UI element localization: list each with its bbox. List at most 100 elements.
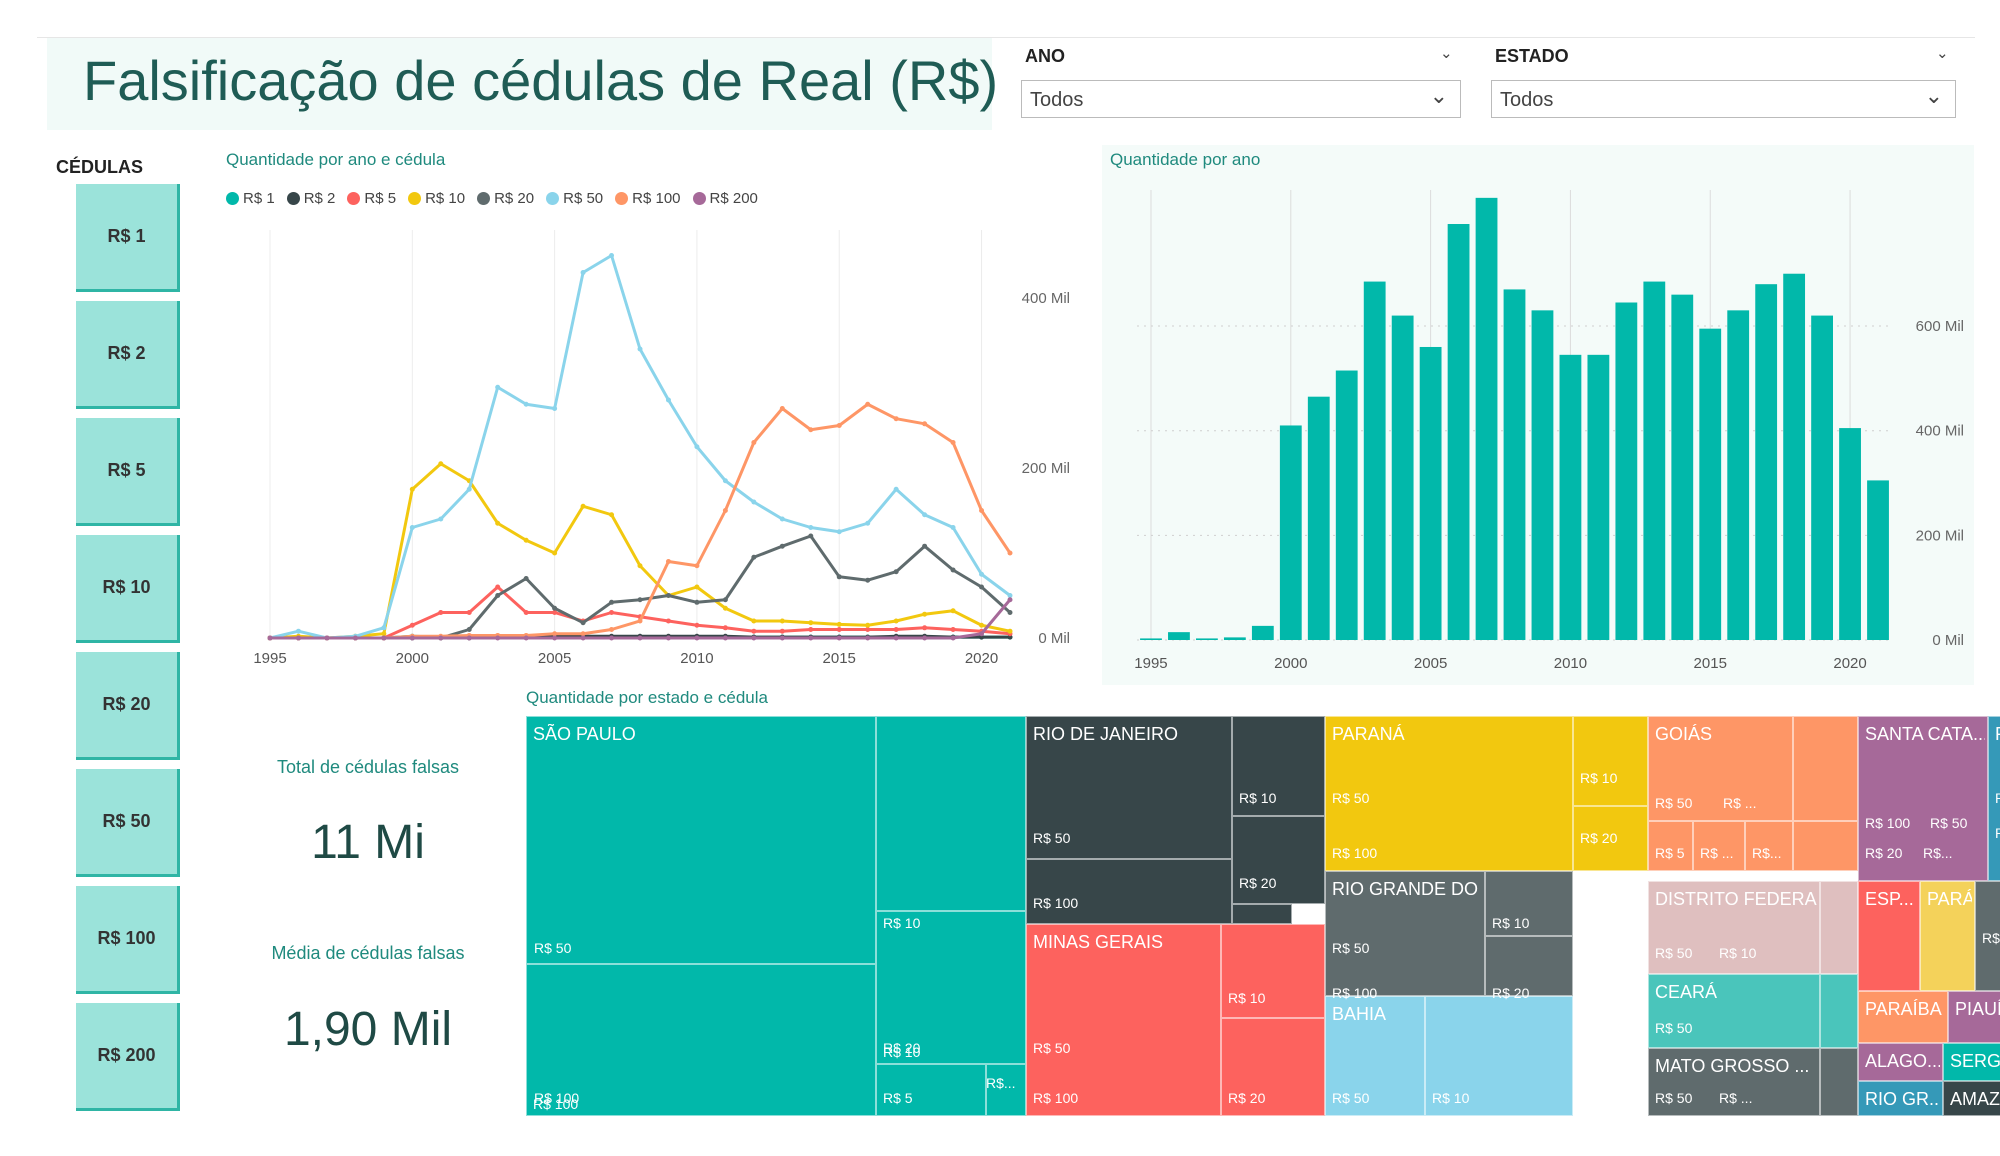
treemap-cell[interactable]: RIO DE JANEIRO (1026, 716, 1232, 859)
filter-ano-dropdown[interactable]: Todos ⌄ (1021, 80, 1461, 118)
series-point-5 (722, 478, 728, 484)
treemap-cell[interactable]: SERGI... (1943, 1043, 2000, 1081)
treemap-cell[interactable] (1221, 924, 1325, 1018)
series-point-7 (722, 635, 728, 641)
treemap-state-label: MATO GROSSO ... (1655, 1056, 1810, 1076)
cedula-button-200[interactable]: R$ 200 (76, 1003, 180, 1111)
treemap-cell[interactable]: MATO GROSSO ... (1648, 1048, 1820, 1116)
treemap-cell-label: R$ ... (1700, 845, 1734, 861)
series-point-5 (808, 525, 814, 530)
treemap-cell[interactable] (1820, 881, 1858, 974)
treemap-cell[interactable]: DISTRITO FEDERAL (1648, 881, 1820, 974)
treemap-cell[interactable] (1573, 716, 1648, 806)
treemap-cell[interactable]: AMAZ... (1943, 1081, 2000, 1116)
treemap-cell[interactable]: RIO GR... (1858, 1081, 1943, 1116)
treemap-cell[interactable] (1648, 821, 1693, 871)
series-point-2 (665, 618, 671, 624)
cedula-button-50[interactable]: R$ 50 (76, 769, 180, 877)
treemap-cell[interactable] (1573, 806, 1648, 871)
series-point-5 (523, 401, 529, 407)
treemap-cell-label: R$ 20 (1228, 1090, 1266, 1106)
treemap-cell[interactable]: ALAGO... (1858, 1043, 1943, 1081)
series-point-4 (865, 577, 871, 583)
bar-2012 (1615, 302, 1638, 640)
treemap-cell-label: R$ 20 (1865, 845, 1903, 861)
treemap-cell[interactable] (1232, 904, 1292, 924)
legend-item-100[interactable]: R$ 100 (615, 190, 681, 207)
series-point-7 (267, 635, 273, 641)
chevron-down-icon[interactable]: ⌄ (1429, 83, 1448, 108)
treemap-cell[interactable]: PIAUÍ (1948, 991, 2000, 1043)
legend-item-1[interactable]: R$ 1 (226, 190, 275, 207)
series-point-4 (466, 627, 472, 632)
treemap-cell[interactable] (1820, 974, 1858, 1048)
treemap-cell[interactable]: BAHIA (1325, 996, 1425, 1116)
bar-1996 (1168, 632, 1190, 640)
chevron-down-icon[interactable]: ⌄ (1924, 83, 1943, 108)
series-point-3 (922, 611, 928, 617)
treemap-cell[interactable] (1221, 1018, 1325, 1116)
treemap-cell[interactable]: R$ 100 (526, 964, 876, 1116)
treemap-cell[interactable] (876, 1064, 986, 1116)
legend-item-10[interactable]: R$ 10 (408, 190, 465, 207)
legend-item-20[interactable]: R$ 20 (477, 190, 534, 207)
treemap-cell[interactable] (1793, 821, 1858, 871)
cedula-button-20[interactable]: R$ 20 (76, 652, 180, 760)
treemap-cell[interactable] (986, 1064, 1026, 1116)
bar-2019 (1811, 315, 1833, 640)
treemap-cell-label: R$ 50 (1930, 815, 1968, 831)
treemap-cell[interactable] (1232, 816, 1325, 904)
series-point-3 (865, 622, 871, 628)
treemap-cell[interactable]: SANTA CATA... (1858, 716, 1988, 881)
cedula-button-100[interactable]: R$ 100 (76, 886, 180, 994)
treemap-cell[interactable] (1793, 716, 1858, 821)
treemap-cell[interactable]: SÃO PAULO (526, 716, 876, 964)
legend-item-2[interactable]: R$ 2 (286, 190, 335, 207)
treemap-cell[interactable] (1485, 871, 1573, 936)
treemap-cell[interactable] (1232, 716, 1325, 816)
series-point-7 (466, 635, 472, 641)
cedula-button-10[interactable]: R$ 10 (76, 535, 180, 643)
cedula-button-5[interactable]: R$ 5 (76, 418, 180, 526)
treemap-cell[interactable]: MINAS GERAIS (1026, 924, 1221, 1116)
legend-item-200[interactable]: R$ 200 (692, 190, 758, 207)
treemap-state-label: GOIÁS (1655, 724, 1713, 744)
treemap-cell[interactable] (1820, 1048, 1858, 1116)
treemap-cell[interactable]: RIO GRANDE DO SUL (1325, 871, 1485, 996)
treemap-cell[interactable] (1975, 881, 2000, 991)
treemap-cell[interactable] (1485, 936, 1573, 996)
series-point-5 (665, 397, 671, 403)
treemap-cell[interactable]: ESP... (1858, 881, 1920, 991)
series-point-7 (609, 635, 615, 641)
filter-estado-dropdown[interactable]: Todos ⌄ (1491, 80, 1956, 118)
cedula-button-1[interactable]: R$ 1 (76, 184, 180, 292)
treemap-cell[interactable] (876, 716, 1026, 911)
treemap-chart: SÃO PAULO R$ 100 R$ 10 RIO DE JANEIRO PARANÁ… (526, 716, 2000, 1116)
treemap-cell[interactable]: GOIÁS (1648, 716, 1793, 821)
treemap-cell[interactable] (1693, 821, 1745, 871)
series-point-5 (495, 384, 501, 390)
cedula-button-2[interactable]: R$ 2 (76, 301, 180, 409)
filter-ano-collapse-icon[interactable]: ⌄ (1440, 45, 1453, 62)
treemap-state-label: ESP... (1865, 889, 1914, 909)
treemap-cell[interactable]: CEARÁ (1648, 974, 1820, 1048)
treemap-cell[interactable]: PARÁ (1920, 881, 1975, 991)
treemap-cell[interactable]: R$ 10 (876, 911, 1026, 1064)
filter-estado-collapse-icon[interactable]: ⌄ (1936, 45, 1949, 62)
treemap-cell[interactable] (1745, 821, 1793, 871)
treemap-cell-label: R$ 20 (1239, 875, 1277, 891)
treemap-cell[interactable] (1026, 859, 1232, 924)
treemap-cell-label: R$ 50 (1655, 1020, 1693, 1036)
treemap-cell-label: R$ 5 (1655, 845, 1685, 861)
legend-item-50[interactable]: R$ 50 (546, 190, 603, 207)
series-point-7 (979, 631, 985, 637)
series-point-6 (979, 508, 985, 513)
treemap-cell[interactable]: PARAÍBA (1858, 991, 1948, 1043)
treemap-state-label: RIO GRANDE DO SUL (1332, 879, 1482, 899)
series-point-7 (352, 635, 358, 641)
treemap-cell[interactable]: PERNAMB... (1988, 716, 2000, 881)
treemap-cell[interactable] (1425, 996, 1573, 1116)
treemap-cell[interactable]: PARANÁ (1325, 716, 1573, 871)
legend-item-5[interactable]: R$ 5 (347, 190, 396, 207)
series-point-3 (779, 618, 785, 624)
